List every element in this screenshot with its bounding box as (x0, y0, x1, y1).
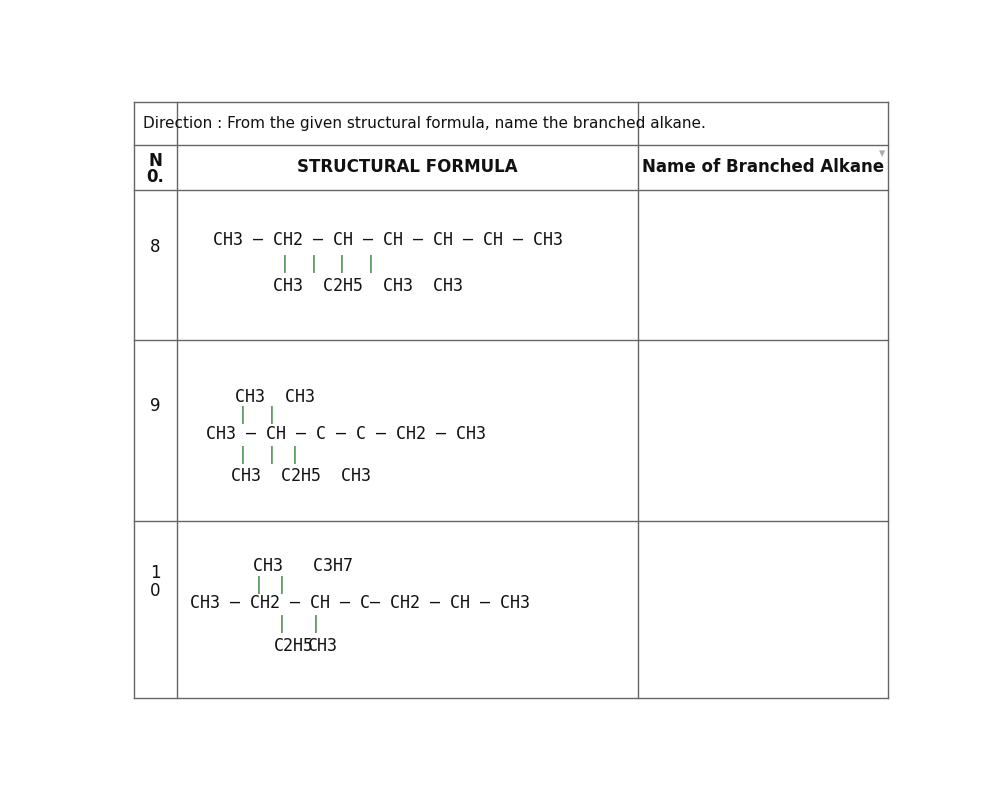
Text: 1: 1 (151, 564, 161, 581)
Text: |: | (238, 406, 248, 425)
Text: |: | (277, 615, 287, 634)
Text: |: | (289, 446, 299, 464)
Text: ▾: ▾ (878, 147, 885, 161)
Text: C2H5: C2H5 (274, 637, 314, 655)
Text: |: | (266, 446, 276, 464)
Text: 9: 9 (151, 397, 161, 415)
Text: |: | (366, 255, 376, 272)
Text: 0: 0 (151, 582, 161, 600)
Text: N: N (149, 152, 163, 170)
Text: 8: 8 (151, 238, 161, 256)
Text: Direction : From the given structural formula, name the branched alkane.: Direction : From the given structural fo… (144, 116, 706, 131)
Text: |: | (266, 406, 276, 425)
Text: |: | (280, 255, 290, 272)
Text: STRUCTURAL FORMULA: STRUCTURAL FORMULA (297, 158, 518, 177)
Text: CH3 – CH2 – CH – C– CH2 – CH – CH3: CH3 – CH2 – CH – C– CH2 – CH – CH3 (190, 594, 530, 612)
Text: CH3  CH3: CH3 CH3 (235, 388, 315, 406)
Text: CH3   C3H7: CH3 C3H7 (252, 558, 353, 576)
Text: CH3 – CH – C – C – CH2 – CH3: CH3 – CH – C – C – CH2 – CH3 (205, 425, 486, 443)
Text: CH3  C2H5  CH3  CH3: CH3 C2H5 CH3 CH3 (273, 277, 464, 295)
Text: CH3  C2H5  CH3: CH3 C2H5 CH3 (231, 467, 371, 485)
Text: |: | (337, 255, 347, 272)
Text: 0.: 0. (147, 168, 165, 186)
Text: |: | (238, 446, 248, 464)
Text: |: | (311, 615, 321, 634)
Text: CH3 – CH2 – CH – CH – CH – CH – CH3: CH3 – CH2 – CH – CH – CH – CH – CH3 (213, 231, 563, 249)
Text: |: | (277, 576, 287, 594)
Text: |: | (254, 576, 264, 594)
Text: Name of Branched Alkane: Name of Branched Alkane (642, 158, 884, 177)
Text: CH3: CH3 (308, 637, 338, 655)
Text: |: | (308, 255, 319, 272)
